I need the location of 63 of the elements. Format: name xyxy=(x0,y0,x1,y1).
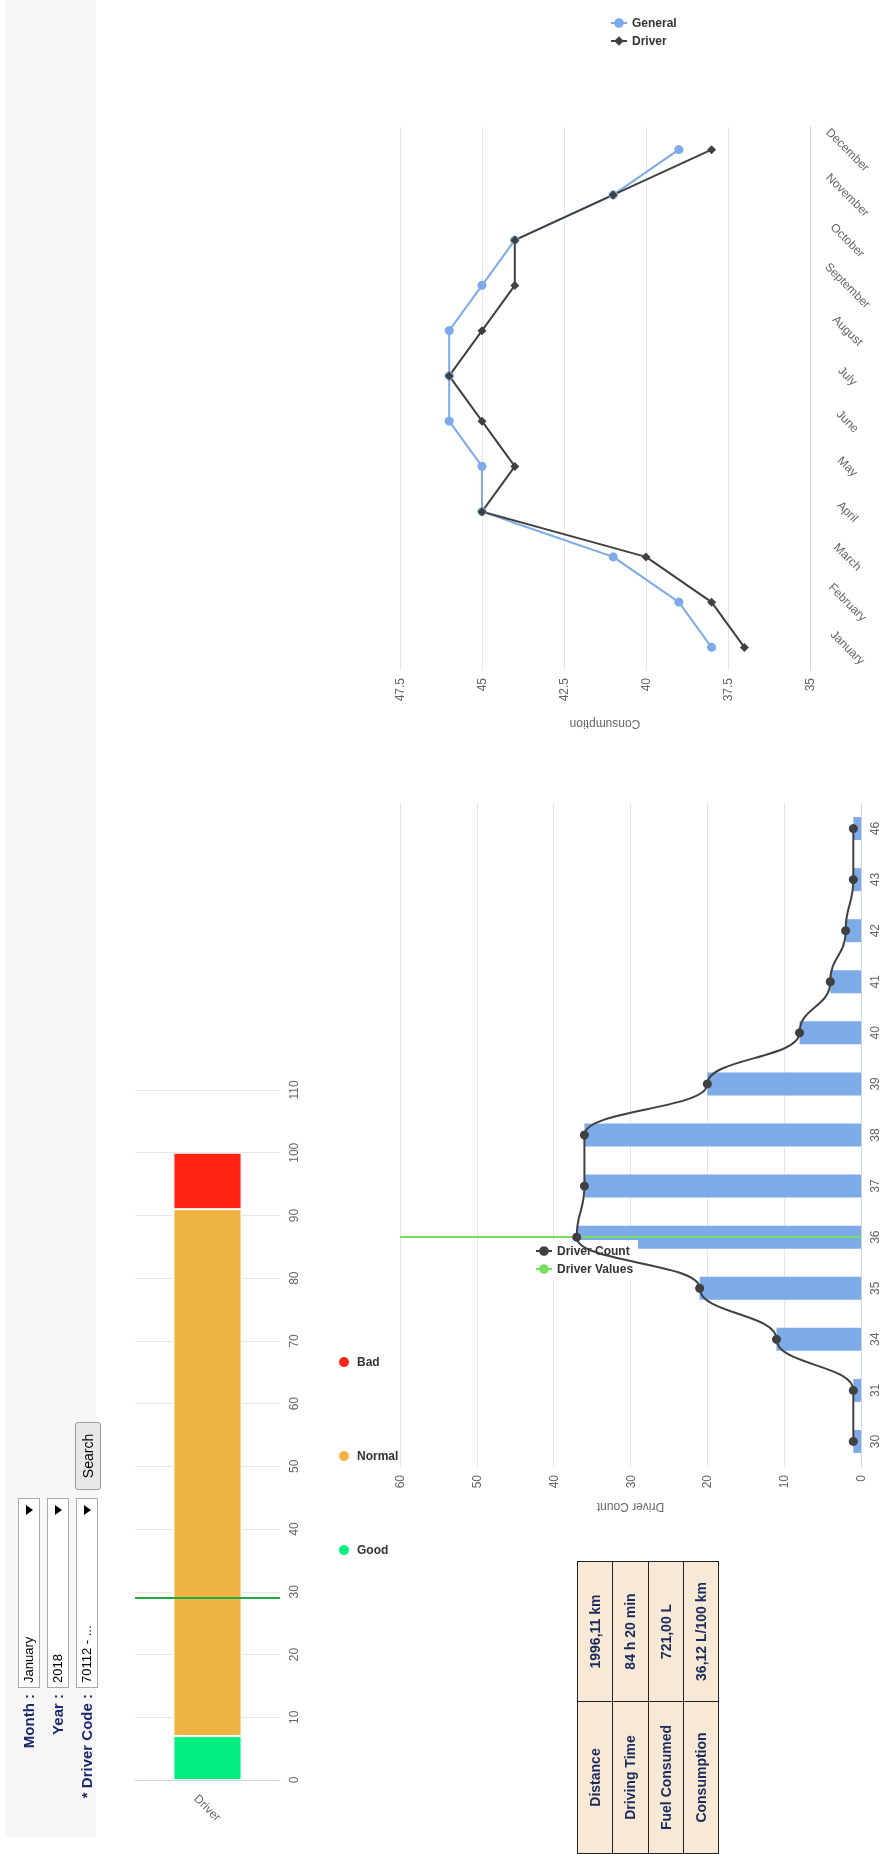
text: Year : xyxy=(48,1694,67,1737)
text: 721,00 L xyxy=(657,1603,674,1660)
text: Month : xyxy=(19,1694,38,1751)
y-tick-label: 90 xyxy=(287,1208,301,1223)
y-tick-label: 0 xyxy=(287,1776,301,1784)
y-tick-label: 30 xyxy=(868,1434,882,1449)
y-tick-label: 35 xyxy=(868,1281,882,1295)
x-tick-label: 10 xyxy=(777,1474,792,1489)
y-tick-label: 37 xyxy=(868,1179,882,1193)
x-axis-title: Driver Count xyxy=(596,1500,665,1514)
category-label: Distance xyxy=(577,1701,613,1854)
y-tick-label: 36 xyxy=(868,1230,882,1244)
x-tick-label: 45 xyxy=(475,677,489,692)
x-tick-label: 47.5 xyxy=(393,677,407,702)
category-label: Fuel Consumed xyxy=(648,1701,684,1854)
y-tick-label: 40 xyxy=(287,1522,301,1536)
legend-label: Bad xyxy=(357,1355,380,1369)
x-tick-label: 37.5 xyxy=(721,677,735,702)
y-tick-label: July xyxy=(835,363,861,389)
x-tick-label: 30 xyxy=(623,1474,638,1489)
x-tick-label: 35 xyxy=(803,677,817,692)
x-tick-label: 20 xyxy=(700,1474,715,1489)
y-tick-label: 50 xyxy=(287,1459,301,1474)
x-tick-label: 50 xyxy=(469,1474,484,1489)
text: 84 h 20 min xyxy=(622,1593,639,1670)
y-tick-label: May xyxy=(834,453,861,480)
y-tick-label: 110 xyxy=(287,1080,301,1100)
y-tick-label: 30 xyxy=(287,1584,301,1599)
x-tick-label: 60 xyxy=(393,1474,407,1489)
dropdown-field: January xyxy=(18,1498,40,1688)
text: 1996,11 km xyxy=(587,1594,604,1669)
x-tick-label: 40 xyxy=(639,677,653,692)
y-tick-label: 34 xyxy=(868,1332,882,1346)
y-tick-label: 46 xyxy=(868,821,882,836)
category-label: Driving Time xyxy=(612,1701,648,1854)
y-tick-label: 20 xyxy=(287,1647,301,1662)
legend-label: Good xyxy=(357,1543,389,1557)
y-tick-label: 38 xyxy=(868,1128,882,1142)
y-tick-label: 70 xyxy=(287,1333,301,1348)
text: 36,12 L/100 km xyxy=(692,1582,709,1681)
y-tick-label: April xyxy=(834,498,862,526)
legend-label: General xyxy=(632,16,677,30)
text: * Driver Code : xyxy=(77,1694,96,1801)
y-tick-label: 10 xyxy=(287,1710,301,1724)
y-tick-label: 40 xyxy=(868,1025,882,1040)
x-tick-label: 40 xyxy=(546,1474,561,1489)
legend-label: Driver Values xyxy=(557,1262,634,1276)
dropdown-field: 2018 xyxy=(47,1498,69,1688)
y-tick-label: 39 xyxy=(868,1076,882,1091)
x-axis-title: Consumption xyxy=(569,717,641,731)
y-tick-label: 80 xyxy=(287,1271,301,1285)
x-tick-label: 42.5 xyxy=(557,677,571,702)
y-tick-label: 60 xyxy=(287,1396,301,1411)
legend-label: Normal xyxy=(357,1449,399,1463)
search-button: Search xyxy=(75,1422,101,1490)
legend-label: Driver xyxy=(632,34,668,48)
y-tick-label: 31 xyxy=(868,1383,882,1398)
y-tick-label: 41 xyxy=(868,974,882,989)
y-tick-label: 100 xyxy=(287,1142,301,1163)
category-label: Consumption xyxy=(683,1701,719,1854)
dropdown-field: 70112 - ... xyxy=(76,1498,98,1688)
y-tick-label: 43 xyxy=(868,872,882,887)
y-tick-label: 42 xyxy=(868,923,882,938)
